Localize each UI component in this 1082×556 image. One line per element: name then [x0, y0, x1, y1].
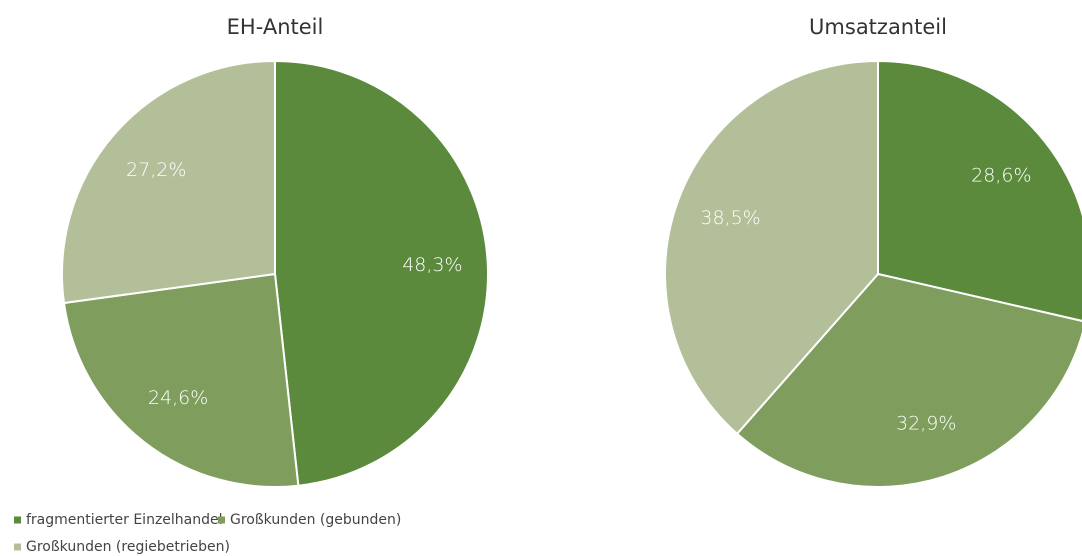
pie-slice — [62, 272, 300, 488]
chart-title: EH-Anteil — [227, 15, 324, 39]
pie-slice — [664, 59, 879, 436]
data-label: 38,5% — [700, 207, 760, 229]
legend-label: Großkunden (regiebetrieben) — [26, 539, 230, 555]
legend-label: Großkunden (gebunden) — [230, 512, 401, 528]
data-label: 28,6% — [971, 164, 1031, 186]
legend-swatch — [14, 543, 21, 551]
chart-title: Umsatzanteil — [809, 15, 947, 39]
data-label: 32,9% — [896, 413, 956, 435]
data-label: 27,2% — [126, 159, 186, 181]
legend-label: fragmentierter Einzelhandel — [26, 512, 223, 528]
pie-slice — [61, 59, 276, 305]
data-label: 24,6% — [148, 387, 208, 409]
pie-slice — [735, 272, 1082, 488]
pie-slice — [877, 59, 1082, 322]
legend-swatch — [218, 516, 225, 524]
legend-swatch — [14, 516, 21, 524]
data-label: 48,3% — [402, 254, 462, 276]
pie-slice — [274, 59, 489, 487]
